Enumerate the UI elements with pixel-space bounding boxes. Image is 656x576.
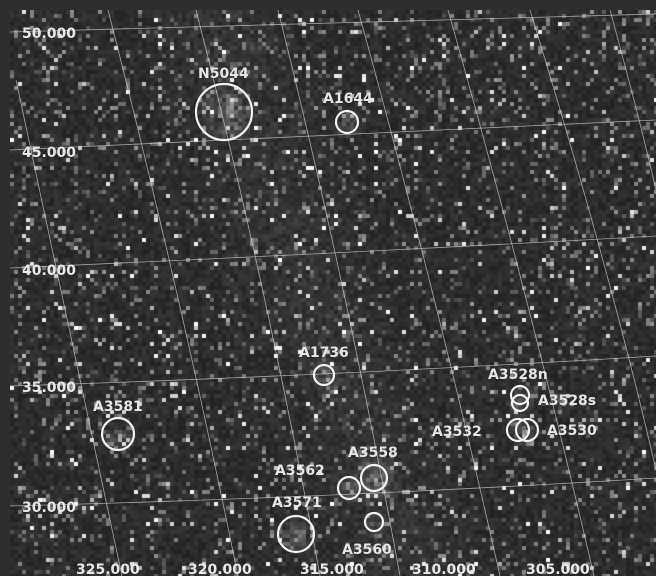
- cluster-a3581: A3581: [93, 399, 143, 452]
- cluster-label: A3560: [342, 542, 392, 558]
- cluster-circle: [100, 416, 136, 452]
- xray-sky-image: [10, 10, 656, 576]
- ra-grid-line-h: [609, 9, 656, 191]
- cluster-circle: [194, 82, 254, 142]
- dec-label-50: 50.000: [22, 26, 76, 42]
- cluster-a3528n: A3528n: [488, 367, 548, 406]
- cluster-circle: [336, 475, 362, 501]
- cluster-a1736: A1736: [299, 345, 349, 387]
- cluster-label: A3581: [93, 399, 143, 415]
- dec-label-40: 40.000: [22, 263, 76, 279]
- cluster-circle: [334, 109, 360, 135]
- cluster-circle: [505, 417, 531, 443]
- ra-grid-line-b: [107, 9, 239, 576]
- ra-grid: [15, 9, 656, 576]
- cluster-label: A3530: [547, 423, 597, 439]
- cluster-circle: [363, 511, 385, 533]
- cluster-a1644: A1644: [323, 91, 373, 135]
- ra-label-320: 320.000: [188, 562, 252, 576]
- cluster-label: N5044: [198, 66, 249, 82]
- ra-label-315: 315.000: [300, 562, 364, 576]
- cluster-label: A3528s: [538, 393, 596, 409]
- cluster-circle: [312, 363, 336, 387]
- cluster-a3530: A3530: [514, 417, 597, 443]
- dec-label-30: 30.000: [22, 500, 76, 516]
- ra-label-325: 325.000: [76, 562, 140, 576]
- cluster-a3528s: A3528s: [510, 393, 596, 413]
- dec-grid-line-30: [9, 477, 656, 507]
- cluster-n5044: N5044: [194, 66, 254, 142]
- dec-label-45: 45.000: [22, 145, 76, 161]
- ra-grid-line-a: [15, 79, 123, 576]
- cluster-label: A3532: [432, 424, 482, 440]
- cluster-label: A1644: [323, 91, 373, 107]
- cluster-circle: [276, 514, 316, 554]
- cluster-a3571: A3571: [272, 495, 322, 554]
- ra-grid-line-c: [195, 9, 321, 576]
- cluster-a3558: A3558: [348, 445, 398, 493]
- cluster-label: A1736: [299, 345, 349, 361]
- cluster-a3532: A3532: [432, 417, 531, 443]
- cluster-circle: [514, 417, 540, 443]
- ra-grid-line-f: [447, 9, 595, 576]
- cluster-label: A3528n: [488, 367, 548, 383]
- cluster-label: A3558: [348, 445, 398, 461]
- dec-grid-line-50: [9, 13, 656, 33]
- cluster-circle: [510, 393, 530, 413]
- ra-label-305: 305.000: [526, 562, 590, 576]
- dec-label-35: 35.000: [22, 380, 76, 396]
- dec-grid-line-35: [9, 355, 656, 387]
- cluster-label: A3562: [275, 463, 325, 479]
- ra-grid-line-g: [529, 9, 656, 471]
- cluster-label: A3571: [272, 495, 322, 511]
- dec-grid-line-45: [9, 119, 656, 151]
- cluster-a3562: A3562: [275, 463, 362, 501]
- ra-label-310: 310.000: [412, 562, 476, 576]
- cluster-circle: [509, 384, 531, 406]
- ra-grid-line-d: [277, 9, 401, 576]
- cluster-a3560: A3560: [342, 511, 392, 558]
- dec-grid-line-40: [9, 235, 656, 269]
- ra-grid-line-e: [357, 9, 501, 576]
- cluster-circle: [359, 463, 389, 493]
